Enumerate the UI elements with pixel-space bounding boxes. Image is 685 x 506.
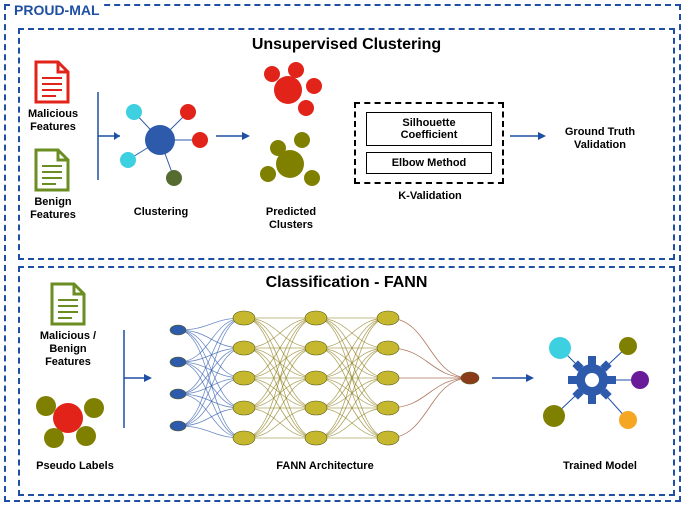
classification-fann-panel: Classification - FANN Malicious / Benign… <box>18 266 675 496</box>
main-title: PROUD-MAL <box>10 2 104 18</box>
fann-architecture-graphic <box>170 311 479 445</box>
clustering-label: Clustering <box>126 206 196 219</box>
elbow-box: Elbow Method <box>366 152 492 174</box>
pseudo-labels-graphic <box>36 396 104 448</box>
silhouette-box: Silhouette Coefficient <box>366 112 492 146</box>
ground-truth-label: Ground Truth Validation <box>550 126 650 152</box>
unsupervised-clustering-panel: Unsupervised Clustering Malicious Featur… <box>18 28 675 260</box>
clustering-graphic <box>120 104 208 186</box>
trained-model-graphic <box>543 337 649 429</box>
predicted-clusters-graphic <box>260 62 322 186</box>
kvalidation-label: K-Validation <box>380 190 480 203</box>
trained-model-label: Trained Model <box>550 460 650 473</box>
predicted-label: Predicted Clusters <box>256 206 326 232</box>
pseudo-labels-label: Pseudo Labels <box>30 460 120 473</box>
k-validation-box: Silhouette Coefficient Elbow Method <box>354 102 504 184</box>
fann-arch-label: FANN Architecture <box>260 460 390 473</box>
